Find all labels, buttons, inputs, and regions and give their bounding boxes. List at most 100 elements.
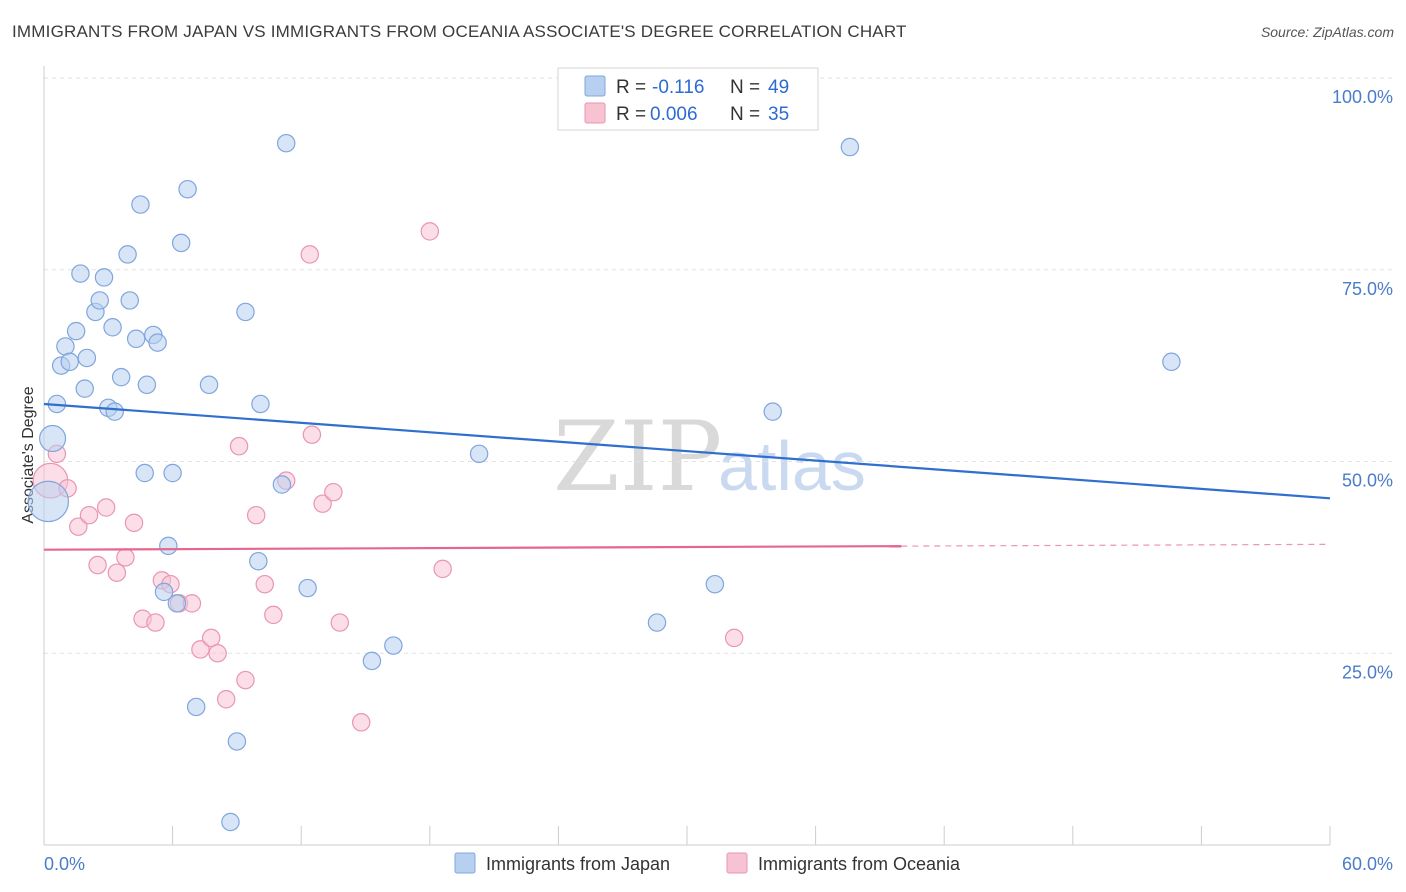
japan-point xyxy=(75,379,94,398)
oceania-point xyxy=(255,574,275,594)
oceania-point xyxy=(264,605,283,625)
japan-point xyxy=(126,329,146,349)
japan-point xyxy=(272,475,292,494)
japan-point xyxy=(120,291,139,310)
japan-point xyxy=(469,444,489,464)
japan-point xyxy=(384,636,403,655)
japan-point xyxy=(137,375,157,395)
oceania-point xyxy=(433,559,452,579)
japan-point xyxy=(118,245,137,264)
oceania-trend-extension xyxy=(901,543,1331,547)
legend-japan-swatch xyxy=(454,852,476,874)
japan-point xyxy=(66,321,86,341)
oceania-point xyxy=(420,222,440,241)
oceania-point xyxy=(324,482,343,502)
trend-lines xyxy=(43,402,1331,551)
oceania-swatch xyxy=(584,102,606,124)
watermark-zip: ZIP xyxy=(553,401,722,513)
japan-swatch xyxy=(584,75,606,97)
oceania-point xyxy=(208,644,227,663)
japan-point xyxy=(148,333,167,352)
japan-point xyxy=(111,367,131,387)
japan-point xyxy=(276,133,296,153)
japan-point xyxy=(199,375,219,395)
japan-point xyxy=(90,291,109,310)
japan-point xyxy=(27,480,70,523)
japan-point xyxy=(763,402,782,421)
oceania-point xyxy=(313,494,332,513)
y-tick-label-50: 50.0% xyxy=(1342,471,1393,491)
japan-point xyxy=(236,302,255,322)
japan-point xyxy=(60,352,79,372)
series-legend: Immigrants from Japan Immigrants from Oc… xyxy=(454,852,961,874)
y-tick-label-100: 100.0% xyxy=(1332,87,1393,107)
japan-point xyxy=(186,697,206,717)
japan-point xyxy=(298,578,317,598)
legend-oceania-swatch xyxy=(726,852,748,874)
oceania-point xyxy=(302,425,322,444)
oceania-point xyxy=(116,548,135,567)
x-tick-label-max: 60.0% xyxy=(1342,854,1393,874)
gridlines xyxy=(44,77,1393,654)
japan-point xyxy=(159,536,178,556)
japan-point xyxy=(227,732,247,751)
oceania-point xyxy=(107,563,127,582)
oceania-point xyxy=(69,517,88,536)
japan-point xyxy=(840,137,860,157)
oceania-r-label: R = xyxy=(616,104,646,125)
oceania-point xyxy=(124,513,144,533)
legend-japan-label: Immigrants from Japan xyxy=(486,854,670,874)
japan-point xyxy=(362,651,382,671)
japan-point xyxy=(135,463,154,483)
oceania-point xyxy=(246,505,266,525)
japan-point xyxy=(105,402,124,421)
oceania-r-value: 0.006 xyxy=(650,104,698,125)
japan-points xyxy=(27,133,1181,832)
legend-oceania-label: Immigrants from Oceania xyxy=(758,854,961,874)
japan-point xyxy=(221,812,240,832)
japan-point xyxy=(705,574,725,594)
oceania-point xyxy=(79,505,99,525)
japan-point xyxy=(71,264,90,283)
japan-point xyxy=(103,318,122,337)
oceania-point xyxy=(724,628,744,648)
japan-point xyxy=(178,179,197,199)
japan-n-value: 49 xyxy=(768,77,789,98)
oceania-point xyxy=(201,628,221,648)
stats-legend: R = -0.116 N = 49 R = 0.006 N = 35 xyxy=(557,67,819,131)
japan-point xyxy=(171,233,191,253)
source-credit: Source: ZipAtlas.com xyxy=(1260,24,1394,40)
japan-point xyxy=(39,424,67,453)
oceania-point xyxy=(236,670,255,690)
japan-point xyxy=(77,348,97,368)
oceania-point xyxy=(216,690,236,709)
oceania-point xyxy=(300,245,320,264)
japan-point xyxy=(154,582,174,602)
oceania-point xyxy=(351,713,371,732)
watermark-atlas: atlas xyxy=(718,427,866,505)
japan-trend-line xyxy=(43,402,1331,500)
japan-point xyxy=(167,594,187,613)
oceania-point xyxy=(88,555,107,575)
oceania-point xyxy=(96,498,116,517)
chart-title: IMMIGRANTS FROM JAPAN VS IMMIGRANTS FROM… xyxy=(12,22,907,41)
japan-point xyxy=(94,268,114,287)
japan-point xyxy=(251,394,270,414)
oceania-n-value: 35 xyxy=(768,104,789,125)
japan-point xyxy=(1162,352,1181,372)
japan-r-label: R = xyxy=(616,77,646,98)
japan-point xyxy=(56,337,75,356)
japan-point xyxy=(647,613,667,632)
oceania-trend-line xyxy=(43,545,902,551)
y-tick-label-25: 25.0% xyxy=(1342,662,1393,682)
japan-point xyxy=(249,551,268,571)
y-tick-label-75: 75.0% xyxy=(1342,279,1393,299)
x-tick-label-min: 0.0% xyxy=(44,854,85,874)
oceania-point xyxy=(191,640,210,659)
x-axis-ticks xyxy=(43,826,1331,845)
oceania-point xyxy=(330,613,350,632)
japan-point xyxy=(131,195,150,214)
japan-n-label: N = xyxy=(730,77,760,98)
oceania-point xyxy=(146,613,165,632)
